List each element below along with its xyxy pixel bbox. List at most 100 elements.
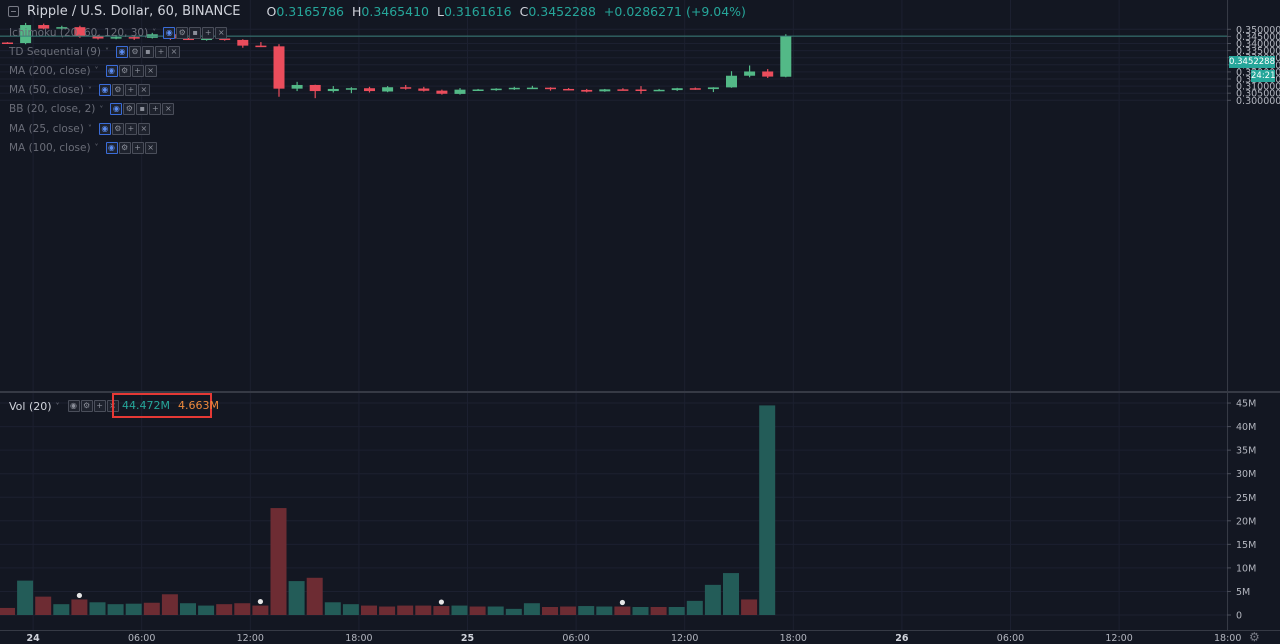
chevron-down-icon[interactable]: ˅: [94, 66, 99, 76]
symbol-title[interactable]: Ripple / U.S. Dollar, 60, BINANCE: [27, 3, 241, 19]
close-icon[interactable]: ×: [137, 84, 150, 97]
chevron-down-icon[interactable]: ˅: [87, 85, 92, 95]
candle: [255, 42, 267, 48]
volume-ma-value: 4.663M: [177, 399, 219, 412]
plus-icon[interactable]: +: [124, 84, 137, 97]
gear-icon[interactable]: ⚙: [118, 64, 131, 77]
eye-icon[interactable]: ◉: [98, 122, 111, 135]
indicator-row: MA (200, close) ˅ ◉ ⚙ + ×: [9, 61, 227, 80]
gear-icon[interactable]: ⚙: [129, 45, 141, 58]
time-axis-label: 06:00: [562, 633, 589, 644]
volume-bar: [632, 606, 649, 615]
volume-value: 44.472M: [122, 399, 170, 412]
plus-icon[interactable]: +: [93, 400, 106, 412]
candle-body: [472, 89, 484, 92]
eye-icon[interactable]: ◉: [110, 103, 123, 116]
close-icon[interactable]: ×: [137, 122, 150, 135]
plus-icon[interactable]: +: [155, 45, 167, 58]
volume-bar: [53, 604, 70, 615]
candle-body: [56, 27, 68, 29]
candle: [183, 37, 194, 41]
volume-bar: [523, 603, 540, 615]
plus-icon[interactable]: +: [131, 141, 144, 154]
candle-body: [526, 87, 538, 90]
chevron-down-icon[interactable]: ˅: [105, 47, 109, 57]
volume-bar: [306, 577, 323, 615]
more-icon[interactable]: ▪: [136, 103, 149, 116]
candle-body: [273, 46, 285, 89]
settings-gear-icon[interactable]: ⚙: [1249, 630, 1260, 644]
close-icon[interactable]: ×: [144, 64, 157, 77]
gear-icon[interactable]: ⚙: [118, 141, 131, 154]
volume-bar: [759, 405, 776, 615]
plus-icon[interactable]: +: [202, 26, 215, 39]
candle: [436, 89, 448, 95]
plus-icon[interactable]: +: [124, 122, 137, 135]
volume-bar: [324, 602, 341, 615]
volume-axis-label: 0: [1236, 611, 1242, 622]
candle-body: [364, 88, 375, 92]
close-icon[interactable]: ×: [162, 103, 175, 116]
candle: [20, 22, 32, 45]
plus-icon[interactable]: +: [149, 103, 162, 116]
chevron-down-icon[interactable]: ˅: [152, 28, 157, 38]
volume-bar: [704, 584, 721, 615]
volume-bar: [0, 607, 15, 615]
chevron-down-icon[interactable]: ˅: [55, 401, 60, 411]
candle-body: [744, 71, 756, 76]
eye-icon[interactable]: ◉: [163, 26, 176, 39]
close-icon[interactable]: ×: [144, 141, 157, 154]
volume-axis-label: 15M: [1236, 540, 1256, 551]
candle-body: [291, 84, 303, 89]
candle: [327, 86, 339, 93]
indicator-label[interactable]: Ichimoku (20, 60, 120, 30): [9, 26, 149, 39]
time-axis-label: 18:00: [780, 633, 807, 644]
indicator-label[interactable]: MA (50, close): [9, 84, 84, 97]
plus-icon[interactable]: +: [131, 64, 144, 77]
candle-body: [581, 89, 593, 92]
eye-icon[interactable]: ◉: [105, 64, 118, 77]
eye-icon[interactable]: ◉: [67, 400, 80, 412]
gear-icon[interactable]: ⚙: [123, 103, 136, 116]
candle: [653, 88, 665, 92]
volume-bar: [560, 606, 577, 615]
volume-bar: [723, 573, 739, 615]
candle-body: [92, 36, 104, 39]
eye-icon[interactable]: ◉: [98, 84, 111, 97]
candle-body: [617, 89, 629, 91]
chevron-down-icon[interactable]: ˅: [99, 104, 104, 114]
indicator-label[interactable]: MA (200, close): [9, 64, 91, 77]
volume-label[interactable]: Vol (20): [9, 399, 52, 413]
price-change: +0.0286271 (+9.04%): [603, 3, 746, 19]
gear-icon[interactable]: ⚙: [111, 84, 124, 97]
candle: [671, 87, 683, 91]
indicator-label[interactable]: MA (100, close): [9, 141, 91, 154]
collapse-legend-icon[interactable]: [8, 5, 19, 17]
more-icon[interactable]: ▪: [189, 26, 202, 39]
chevron-down-icon[interactable]: ˅: [87, 124, 92, 134]
more-icon[interactable]: ▪: [142, 45, 154, 58]
gear-icon[interactable]: ⚙: [111, 122, 124, 135]
volume-bar: [668, 606, 685, 615]
close-icon[interactable]: ×: [215, 26, 228, 39]
candle-body: [599, 89, 611, 92]
chevron-down-icon[interactable]: ˅: [94, 143, 99, 153]
indicator-label[interactable]: MA (25, close): [9, 122, 84, 135]
indicator-label[interactable]: TD Sequential (9): [9, 45, 101, 58]
eye-icon[interactable]: ◉: [116, 45, 128, 58]
gear-icon[interactable]: ⚙: [80, 400, 93, 412]
time-axis-label: 26: [895, 633, 909, 644]
close-icon[interactable]: ×: [168, 45, 180, 58]
volume-bar: [433, 606, 450, 615]
candle-body: [74, 27, 86, 37]
gear-icon[interactable]: ⚙: [176, 26, 189, 39]
candle-body: [128, 37, 140, 39]
indicator-label[interactable]: BB (20, close, 2): [9, 103, 96, 116]
eye-icon[interactable]: ◉: [105, 141, 118, 154]
candle-body: [545, 87, 556, 90]
